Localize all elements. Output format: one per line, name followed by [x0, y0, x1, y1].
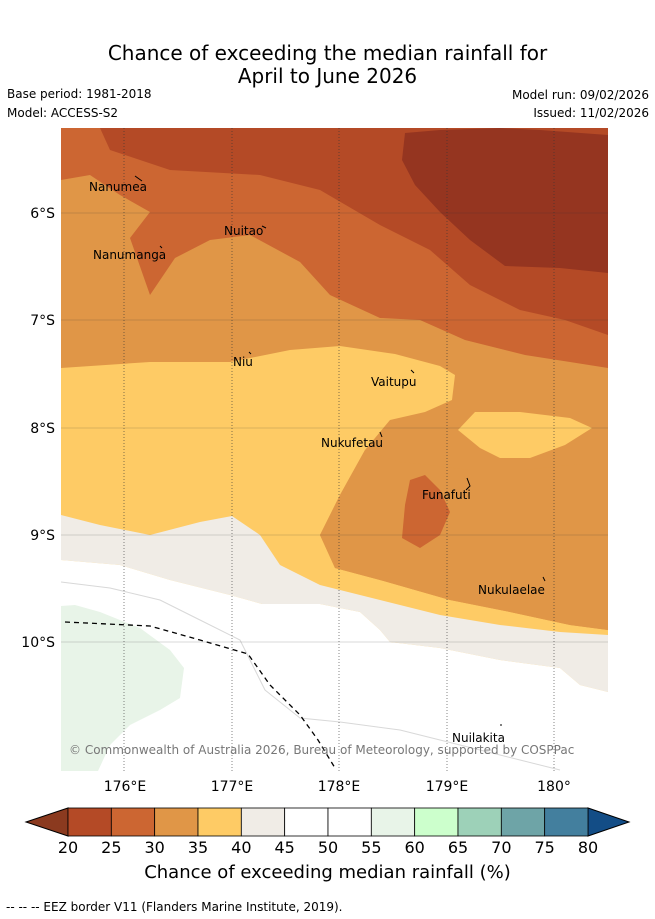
island-nanumea	[134, 175, 143, 182]
place-nukulaelae: Nukulaelae	[478, 583, 545, 597]
lon-label-178: 178°E	[318, 779, 361, 795]
base-period: Base period: 1981-2018	[7, 87, 152, 101]
place-vaitupu: Vaitupu	[371, 375, 417, 389]
colorbar-segment	[67, 807, 112, 837]
island-vaitupu	[410, 369, 415, 374]
colorbar-ticks: 20 25 30 35 40 45 50 55 60 65 70 75 80	[58, 838, 598, 857]
eez-border	[64, 621, 336, 769]
lat-label-10: 10°S	[21, 635, 55, 651]
colorbar-segment	[500, 807, 546, 837]
colorbar-tick-label: 25	[101, 838, 121, 857]
band-45-55	[61, 560, 608, 771]
colorbar-segment	[544, 807, 589, 837]
colorbar-label: Chance of exceeding median rainfall (%)	[144, 862, 511, 883]
place-nuilakita: Nuilakita	[452, 731, 505, 745]
model-name: Model: ACCESS-S2	[7, 106, 119, 120]
colorbar-tick-label: 70	[491, 838, 511, 857]
colorbar-low-extension	[24, 807, 69, 837]
lat-label-6: 6°S	[30, 206, 55, 222]
colorbar-segment	[327, 807, 372, 837]
island-niu	[248, 351, 252, 355]
colorbar-high-extension	[587, 807, 631, 837]
place-nukufetau: Nukufetau	[321, 436, 383, 450]
colorbar-tick-label: 80	[578, 838, 598, 857]
island-marks	[134, 175, 546, 726]
title-line-1: Chance of exceeding the median rainfall …	[107, 41, 548, 65]
lon-label-177: 177°E	[211, 779, 254, 795]
place-nanumea: Nanumea	[89, 180, 147, 194]
island-nanumanga	[159, 245, 163, 249]
lat-label-7: 7°S	[30, 313, 55, 329]
contour-line	[61, 581, 561, 771]
colorbar-tick-label: 20	[58, 838, 78, 857]
colorbar-tick-label: 75	[534, 838, 554, 857]
colorbar-tick-label: 55	[361, 838, 381, 857]
eez-footnote: -- -- -- EEZ border V11 (Flanders Marine…	[6, 900, 343, 914]
copyright-notice: © Commonwealth of Australia 2026, Bureau…	[69, 743, 574, 757]
colorbar-segment	[240, 807, 286, 837]
colorbar-tick-label: 45	[274, 838, 294, 857]
island-funafuti	[465, 477, 471, 491]
band-25-30-patch	[402, 475, 450, 548]
colorbar-segment	[110, 807, 156, 837]
band-40-45	[61, 515, 608, 692]
colorbar-segment	[370, 807, 416, 837]
colorbar-tick-label: 35	[188, 838, 208, 857]
place-nanumanga: Nanumanga	[93, 248, 166, 262]
lat-gridlines	[61, 212, 608, 643]
colorbar-tick-label: 60	[404, 838, 424, 857]
band-30-35-south	[320, 450, 608, 630]
colorbar-tick-label: 30	[144, 838, 164, 857]
band-below-20	[402, 128, 608, 273]
place-funafuti: Funafuti	[422, 488, 471, 502]
lon-label-180: 180°	[537, 779, 571, 795]
colorbar-segments	[67, 807, 589, 837]
island-nuitao	[261, 225, 267, 229]
place-nuitao: Nuitao	[224, 224, 263, 238]
colorbar-tick-label: 50	[318, 838, 338, 857]
colorbar-segment	[197, 807, 242, 837]
colorbar-segment	[414, 807, 459, 837]
band-55-60	[61, 605, 184, 771]
colorbar-segment	[154, 807, 199, 837]
lon-label-176: 176°E	[104, 779, 147, 795]
title-line-2: April to June 2026	[237, 64, 418, 88]
colorbar-tick-label: 65	[448, 838, 468, 857]
lon-label-179: 179°E	[426, 779, 469, 795]
place-niu: Niu	[233, 355, 253, 369]
map-plot-area: Nanumea Nuitao Nanumanga Niu Vaitupu Nuk…	[61, 128, 608, 771]
gridlines	[123, 128, 555, 771]
lat-label-8: 8°S	[30, 421, 55, 437]
issued-date: Issued: 11/02/2026	[533, 106, 649, 120]
model-run: Model run: 09/02/2026	[511, 88, 649, 102]
colorbar: 20 25 30 35 40 45 50 55 60 65 70 75 80	[24, 807, 631, 857]
colorbar-segment	[284, 807, 329, 837]
island-nukufetau	[379, 431, 383, 438]
colorbar-segment	[457, 807, 502, 837]
colorbar-tick-label: 40	[231, 838, 251, 857]
lat-label-9: 9°S	[30, 528, 55, 544]
band-35-40-patch	[458, 412, 592, 458]
island-nukulaelae	[542, 576, 546, 582]
